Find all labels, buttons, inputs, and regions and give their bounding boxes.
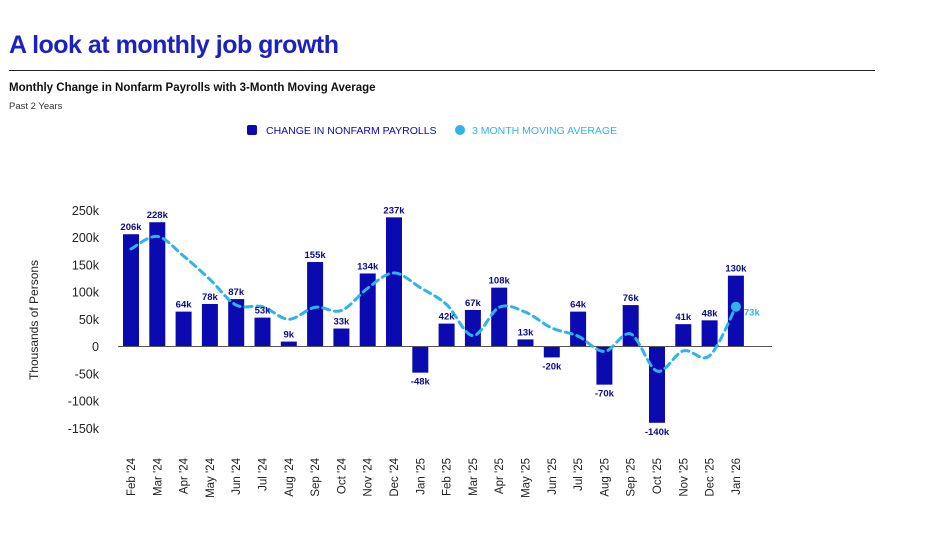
chart-subtitle: Monthly Change in Nonfarm Payrolls with …: [9, 82, 376, 94]
bar: [517, 339, 534, 347]
bar-value-label: -48k: [411, 377, 431, 388]
bar-value-label: 33k: [333, 317, 350, 328]
bar: [596, 346, 613, 385]
y-tick-label: -50k: [75, 367, 100, 381]
bar: [333, 328, 350, 347]
bar: [307, 262, 324, 347]
bar-value-label: 76k: [623, 293, 640, 304]
bar: [228, 299, 245, 347]
bar: [675, 324, 692, 347]
legend: CHANGE IN NONFARM PAYROLLS 3 MONTH MOVING…: [247, 125, 617, 137]
bar-value-label: 134k: [357, 261, 379, 272]
bar-value-label: 237k: [383, 205, 405, 216]
x-tick-label: Nov '24: [363, 457, 375, 496]
y-tick-label: 0: [92, 340, 99, 354]
x-tick-label: Mar '24: [152, 457, 164, 496]
moving-average-line: [129, 234, 738, 373]
x-tick-label: May '24: [205, 457, 217, 498]
chart-period: Past 2 Years: [9, 101, 63, 112]
x-tick-label: Sep '24: [310, 457, 322, 496]
bar: [701, 320, 718, 347]
x-tick-label: Apr '24: [179, 457, 191, 494]
page-title: A look at monthly job growth: [9, 31, 339, 59]
bar-value-label: 108k: [489, 276, 511, 287]
bar-value-label: 78k: [202, 292, 219, 303]
bar: [123, 234, 139, 347]
y-axis-title: Thousands of Persons: [27, 260, 41, 380]
x-tick-label: Sep '25: [626, 458, 638, 497]
bar-value-label: 53k: [255, 306, 272, 317]
x-tick-label: Jun '24: [231, 457, 243, 494]
bar: [464, 309, 481, 347]
bar-value-label: 41k: [675, 312, 692, 323]
x-tick-label: Jan '25: [415, 458, 427, 495]
bar-value-label: 130k: [725, 264, 747, 275]
y-tick-label: -150k: [68, 422, 100, 436]
bar-value-label: 42k: [439, 312, 456, 323]
bar: [570, 311, 587, 347]
bar: [412, 346, 429, 373]
bar: [649, 346, 665, 423]
bar: [386, 217, 402, 347]
moving-average-end-label: 73k: [744, 308, 761, 319]
bar: [622, 305, 639, 347]
x-tick-label: Aug '25: [599, 458, 611, 497]
bar-value-label: 64k: [176, 300, 193, 311]
moving-average-layer: 73k: [129, 234, 761, 373]
bar-value-label: 206k: [120, 222, 142, 233]
bar: [543, 346, 560, 358]
x-tick-label: Aug '24: [284, 457, 296, 496]
x-tick-label: Nov '25: [678, 458, 690, 497]
bar: [149, 222, 166, 347]
moving-average-end-point: [730, 301, 741, 312]
legend-line-label: 3 MONTH MOVING AVERAGE: [472, 125, 617, 137]
bar: [491, 287, 508, 347]
x-tick-label: Jul '24: [258, 457, 270, 490]
legend-bar-label: CHANGE IN NONFARM PAYROLLS: [266, 125, 437, 137]
data-labels-layer: 206k 228k 64k 78k 87k 53k 9k 155k 33k 134k 237k -48…: [120, 205, 747, 437]
x-tick-label: Feb '25: [442, 458, 454, 496]
bar-value-label: 64k: [570, 300, 587, 311]
x-tick-label: Dec '24: [389, 457, 401, 496]
bar-value-label: 13k: [518, 327, 535, 338]
bar-value-label: -70k: [595, 389, 615, 400]
bar: [254, 317, 271, 347]
x-tick-label: Apr '25: [494, 458, 506, 494]
x-tick-label: Mar '25: [468, 458, 480, 496]
bar: [438, 323, 455, 347]
x-tick-label: Jun '25: [547, 458, 559, 495]
bar-value-label: 87k: [228, 287, 245, 298]
x-tick-label: Jan '26: [731, 458, 743, 495]
y-tick-label: -100k: [68, 395, 100, 409]
bar-value-label: 155k: [305, 250, 327, 261]
bar-value-label: 48k: [702, 308, 719, 319]
bar-value-label: 67k: [465, 298, 482, 309]
bar-value-label: 9k: [284, 330, 295, 341]
bar: [201, 303, 218, 347]
y-tick-label: 100k: [72, 286, 100, 300]
bar-value-label: 228k: [147, 210, 169, 221]
y-tick-label: 50k: [79, 313, 100, 327]
x-tick-label: Jul '25: [573, 458, 585, 491]
y-tick-label: 200k: [72, 231, 100, 245]
bar: [175, 311, 192, 347]
bar: [280, 341, 297, 347]
x-tick-label: Oct '24: [336, 457, 348, 494]
legend-line-swatch: [455, 125, 465, 135]
bar-value-label: -20k: [542, 361, 562, 372]
x-tick-label: Oct '25: [652, 458, 664, 494]
legend-bar-swatch: [247, 125, 257, 135]
x-tick-label: Feb '24: [126, 457, 138, 496]
y-tick-label: 150k: [72, 258, 100, 272]
x-tick-label: May '25: [521, 458, 533, 498]
x-tick-label: Dec '25: [705, 458, 717, 497]
y-axis: 250k 200k 150k 100k 50k 0 -50k -100k -150k Thousa…: [27, 204, 100, 436]
y-tick-label: 250k: [72, 204, 100, 218]
bar-value-label: -140k: [645, 427, 670, 438]
bars-layer: [118, 217, 772, 423]
x-axis: Feb '24 Mar '24 Apr '24 May '24 Jun '24 Jul '…: [126, 457, 743, 498]
title-divider: [9, 70, 875, 71]
